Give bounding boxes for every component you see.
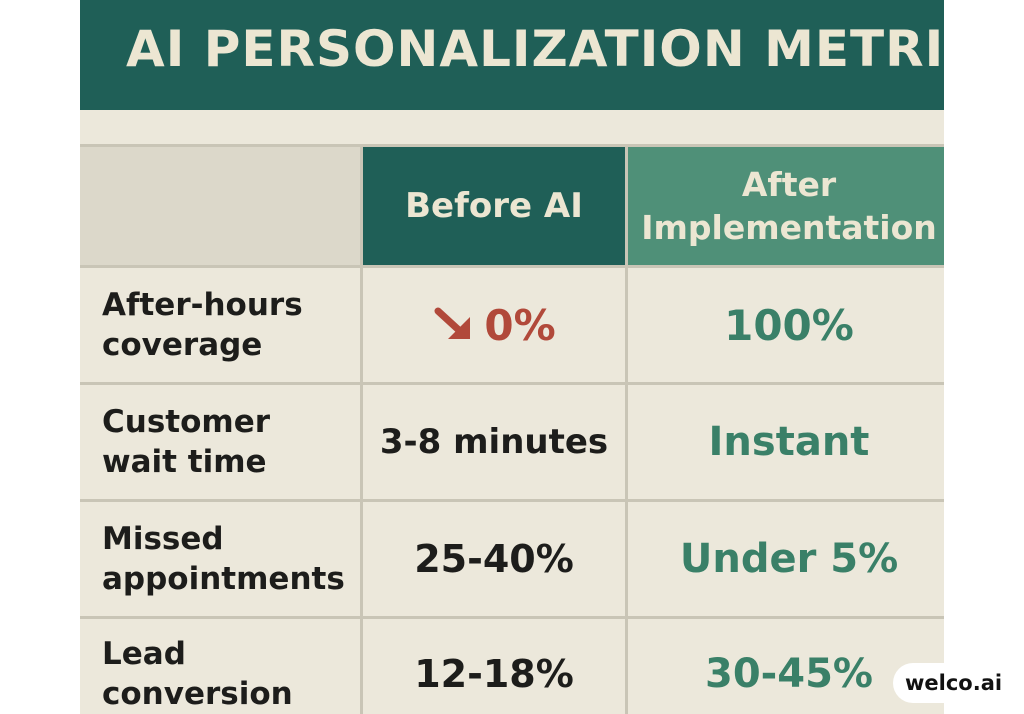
after-value: 100%	[724, 300, 854, 350]
row-label-after-hours-coverage: After-hours coverage	[80, 268, 360, 382]
before-value-cell: 25-40%	[363, 502, 625, 616]
table-corner-cell	[80, 147, 360, 265]
row-label-line2: wait time	[102, 444, 267, 480]
before-value: 3-8 minutes	[379, 422, 609, 462]
row-label-line2: conversion	[102, 676, 293, 712]
row-label-missed-appointments: Missed appointments	[80, 502, 360, 616]
row-label-line1: Customer	[102, 404, 271, 440]
column-header-before: Before AI	[363, 147, 625, 265]
metrics-table: Before AI After Implementation After-hou…	[80, 144, 944, 714]
after-value: Instant	[708, 419, 870, 465]
before-value: 25-40%	[414, 537, 574, 581]
row-label-line2: coverage	[102, 327, 263, 363]
before-value-cell: 0%	[363, 268, 625, 382]
title-banner: AI PERSONALIZATION METRICS	[80, 0, 944, 110]
watermark-badge: welco.ai	[893, 663, 1024, 703]
row-label-lead-conversion: Lead conversion	[80, 619, 360, 714]
after-value-cell: Under 5%	[628, 502, 944, 616]
before-value: 12-18%	[414, 652, 574, 696]
row-label-line2: appointments	[102, 561, 345, 597]
metrics-poster: AI PERSONALIZATION METRICS Before AI Aft…	[80, 0, 944, 714]
column-header-after: After Implementation	[628, 147, 944, 265]
after-value: 30-45%	[704, 651, 873, 697]
column-header-after-label: After Implementation	[641, 163, 937, 249]
row-label-line1: Lead	[102, 636, 186, 672]
row-label-line1: After-hours	[102, 287, 303, 323]
arrow-down-right-icon	[432, 305, 476, 345]
page-title: AI PERSONALIZATION METRICS	[126, 20, 944, 78]
column-header-after-line2: Implementation	[641, 208, 937, 247]
watermark-text: welco.ai	[905, 671, 1003, 695]
after-value-cell: 100%	[628, 268, 944, 382]
after-value-cell: 30-45%	[628, 619, 944, 714]
before-value-cell: 12-18%	[363, 619, 625, 714]
after-value-cell: Instant	[628, 385, 944, 499]
row-label-line1: Missed	[102, 521, 224, 557]
before-value: 0%	[484, 300, 556, 350]
column-header-after-line1: After	[741, 165, 837, 204]
column-header-before-label: Before AI	[405, 185, 583, 226]
before-value-cell: 3-8 minutes	[363, 385, 625, 499]
after-value: Under 5%	[679, 536, 899, 582]
row-label-customer-wait-time: Customer wait time	[80, 385, 360, 499]
